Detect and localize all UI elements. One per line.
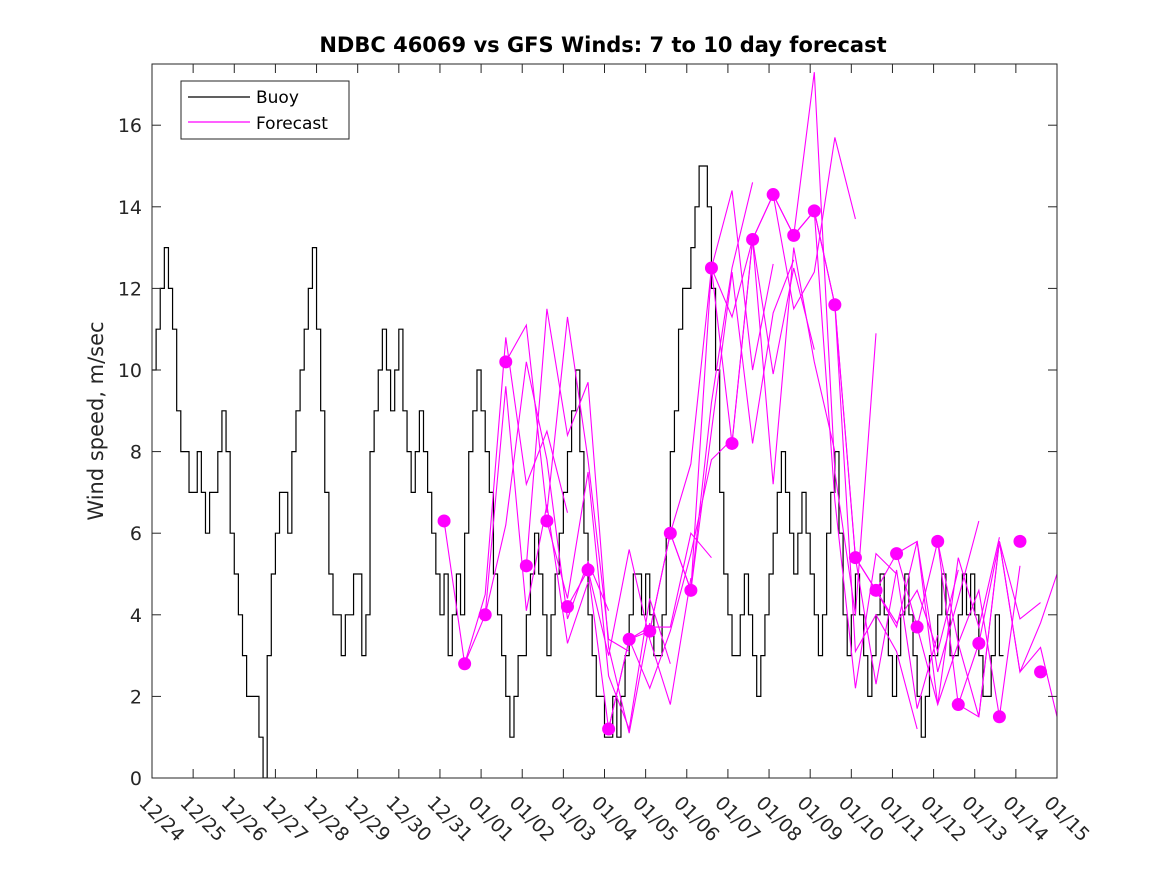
y-tick-label: 8 — [130, 442, 142, 464]
forecast-marker — [766, 188, 780, 202]
forecast-line-6 — [546, 471, 671, 732]
forecast-marker — [519, 559, 533, 573]
chart-title: NDBC 46069 vs GFS Winds: 7 to 10 day for… — [319, 33, 886, 57]
x-tick-label: 12/28 — [299, 792, 353, 846]
x-tick-label: 12/24 — [134, 792, 188, 846]
forecast-marker — [704, 261, 718, 275]
x-tick-label: 01/11 — [875, 792, 929, 846]
forecast-marker — [787, 228, 801, 242]
x-tick-label: 01/10 — [834, 792, 888, 846]
x-tick-label: 01/01 — [464, 792, 518, 846]
x-tick-label: 01/14 — [998, 792, 1052, 846]
x-tick-label: 01/03 — [546, 792, 600, 846]
y-tick-label: 0 — [130, 768, 142, 790]
y-tick-label: 14 — [118, 197, 142, 219]
x-tick-label: 12/25 — [176, 792, 230, 846]
forecast-marker — [972, 636, 986, 650]
x-tick-label: 01/15 — [1039, 792, 1093, 846]
y-tick-label: 10 — [118, 360, 142, 382]
forecast-marker — [1013, 534, 1027, 548]
y-axis: 0 2 4 6 8 10 12 14 16 — [118, 115, 1057, 790]
x-tick-label: 01/02 — [505, 792, 559, 846]
forecast-line-13 — [690, 239, 815, 591]
forecast-line-26 — [957, 541, 1057, 717]
buoy-series — [152, 165, 1004, 778]
forecast-line-3 — [484, 361, 610, 620]
x-tick-label: 01/06 — [669, 792, 723, 846]
x-tick-label: 01/12 — [916, 792, 970, 846]
forecast-marker — [684, 583, 698, 597]
y-tick-label: 4 — [130, 605, 142, 627]
forecast-line-18 — [793, 209, 918, 730]
forecast-marker — [725, 436, 739, 450]
x-tick-label: 12/26 — [217, 792, 271, 846]
x-tick-label: 01/08 — [752, 792, 806, 846]
forecast-marker — [458, 657, 472, 671]
legend-label-buoy: Buoy — [256, 88, 299, 108]
buoy-line — [152, 165, 1004, 778]
x-tick-label: 01/13 — [957, 792, 1011, 846]
forecast-marker — [910, 620, 924, 634]
forecast-marker — [807, 204, 821, 218]
forecast-marker — [890, 547, 904, 561]
forecast-line-4 — [505, 316, 630, 652]
forecast-line-5 — [525, 308, 651, 734]
forecast-marker — [560, 600, 574, 614]
forecast-marker — [1034, 665, 1048, 679]
forecast-marker — [931, 534, 945, 548]
legend-label-forecast: Forecast — [256, 114, 328, 134]
plot-area-frame — [151, 63, 1058, 779]
x-tick-label: 01/09 — [793, 792, 847, 846]
forecast-marker — [540, 514, 554, 528]
y-tick-label: 16 — [118, 115, 142, 137]
forecast-marker — [478, 608, 492, 622]
legend-box — [180, 80, 350, 140]
forecast-line-16 — [752, 72, 877, 615]
forecast-marker — [746, 232, 760, 246]
x-tick-label: 01/04 — [587, 792, 641, 846]
forecast-marker — [622, 632, 636, 646]
x-tick-label: 12/27 — [258, 792, 312, 846]
forecast-marker — [951, 698, 965, 712]
forecast-marker — [499, 355, 513, 369]
forecast-line-15 — [731, 137, 856, 444]
forecast-markers — [437, 188, 1048, 736]
forecast-marker — [581, 563, 595, 577]
y-tick-label: 6 — [130, 523, 142, 545]
x-tick-label: 01/07 — [710, 792, 764, 846]
y-tick-label: 2 — [130, 686, 142, 708]
y-axis-label: Wind speed, m/sec — [84, 321, 108, 520]
forecast-marker — [848, 551, 862, 565]
forecast-marker — [437, 514, 451, 528]
forecast-marker — [602, 722, 616, 736]
forecast-marker — [663, 526, 677, 540]
x-tick-label: 12/30 — [381, 792, 435, 846]
legend: Buoy Forecast — [180, 80, 350, 140]
forecast-marker — [992, 710, 1006, 724]
forecast-marker — [828, 298, 842, 312]
x-tick-label: 12/31 — [422, 792, 476, 846]
x-tick-label: 12/29 — [340, 792, 394, 846]
forecast-marker — [869, 583, 883, 597]
forecast-series-group — [443, 72, 1057, 734]
x-tick-label: 01/05 — [628, 792, 682, 846]
forecast-marker — [643, 624, 657, 638]
y-tick-label: 12 — [118, 278, 142, 300]
